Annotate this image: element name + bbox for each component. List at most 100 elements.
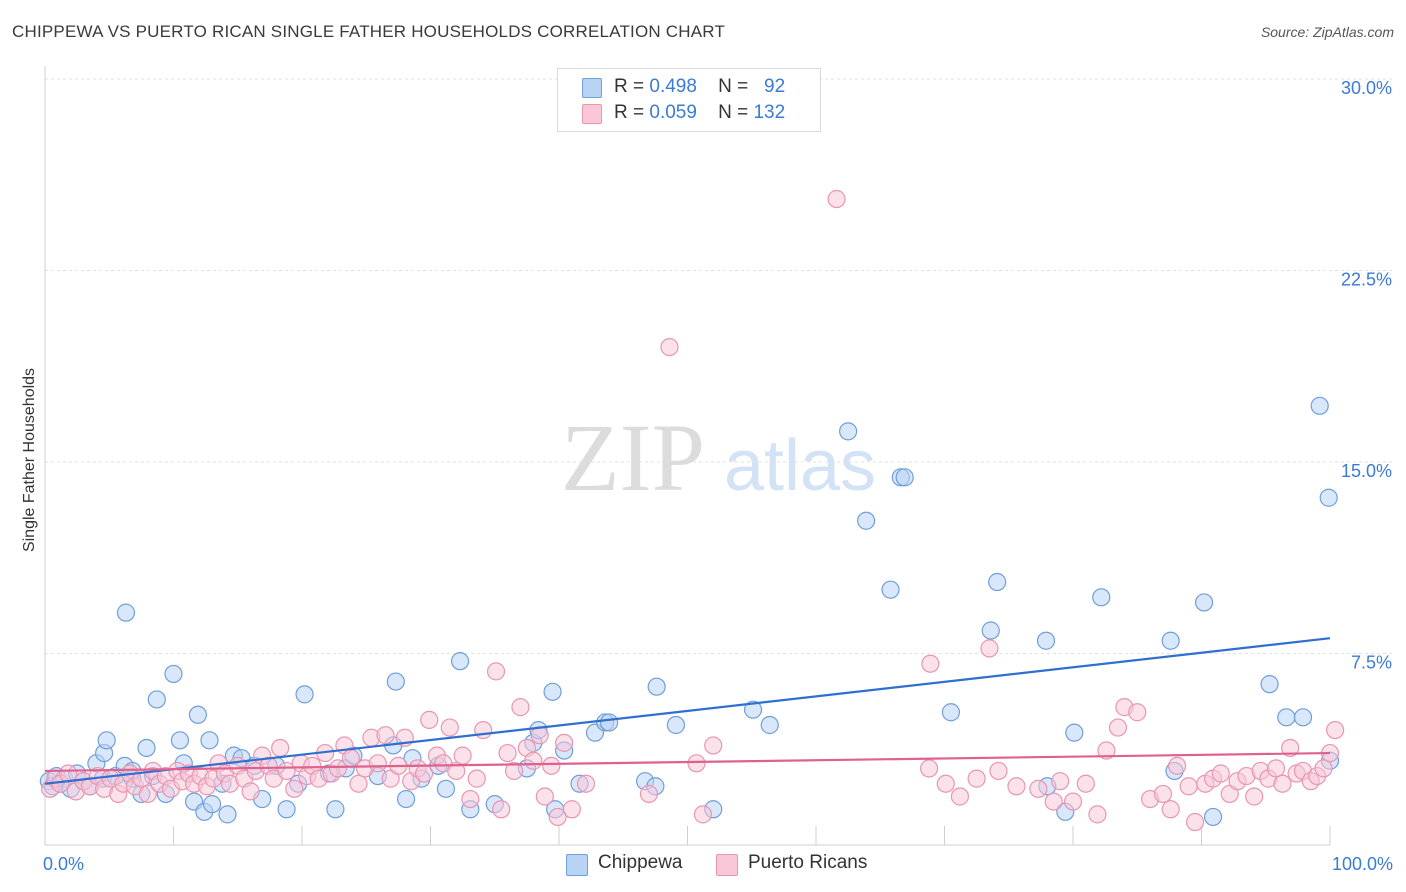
chippewa-point	[647, 677, 666, 696]
puerto-rican-point	[474, 720, 493, 740]
puerto-rican-point	[950, 787, 970, 806]
puerto-rican-point	[980, 639, 999, 658]
correlation-legend: R = 0.498 N = 92 R = 0.059 N = 132	[557, 68, 821, 132]
source-label: Source: ZipAtlas.com	[1260, 24, 1394, 40]
chippewa-point	[881, 580, 900, 599]
puerto-rican-point	[1161, 800, 1180, 819]
puerto-rican-point	[562, 800, 581, 819]
puerto-rican-point	[1044, 792, 1063, 811]
puerto-rican-point	[328, 759, 348, 778]
y-tick-label: 15.0%	[1341, 461, 1392, 481]
chippewa-point	[1065, 723, 1084, 742]
puerto-rican-point	[1281, 738, 1300, 758]
legend-n-label: N =	[718, 76, 749, 97]
legend-r-label: R =	[614, 102, 645, 123]
chippewa-point	[760, 715, 779, 735]
puerto-rican-point	[555, 733, 574, 752]
chippewa-point	[450, 652, 470, 671]
chippewa-point	[200, 731, 219, 750]
legend-swatch-chippewa	[582, 78, 602, 98]
series-name-chippewa: Chippewa	[598, 852, 683, 873]
puerto-rican-point	[341, 749, 360, 768]
puerto-rican-point	[936, 774, 955, 793]
axes	[44, 66, 1331, 846]
chippewa-point	[164, 664, 183, 684]
puerto-rican-point	[660, 338, 679, 357]
puerto-rican-point	[511, 698, 530, 717]
chippewa-point	[295, 685, 314, 704]
chippewa-point	[202, 795, 222, 814]
legend-r-label: R =	[614, 76, 645, 97]
chippewa-point	[97, 731, 116, 750]
chippewa-point	[543, 682, 562, 701]
puerto-rican-point	[1097, 741, 1116, 760]
puerto-rican-point	[467, 769, 486, 788]
chippewa-point	[839, 422, 858, 441]
puerto-rican-point	[1326, 720, 1345, 740]
legend-swatch-puerto-ricans	[582, 104, 602, 124]
chippewa-point	[277, 800, 296, 819]
chart-title: CHIPPEWA VS PUERTO RICAN SINGLE FATHER H…	[12, 22, 726, 41]
puerto-rican-point	[1266, 759, 1286, 778]
watermark-zip: ZIP	[561, 404, 705, 511]
puerto-rican-point	[1245, 787, 1264, 806]
puerto-rican-point	[461, 789, 480, 809]
chippewa-point	[1092, 588, 1111, 607]
puerto-rican-point	[285, 779, 304, 798]
chippewa-point	[1293, 708, 1313, 727]
chippewa-point	[137, 738, 156, 758]
puerto-rican-point	[349, 774, 368, 793]
puerto-rican-point	[440, 718, 459, 737]
chippewa-point	[218, 805, 237, 824]
puerto-rican-point	[368, 754, 387, 773]
series-name-puerto-ricans: Puerto Ricans	[748, 852, 868, 873]
puerto-rican-point	[241, 782, 260, 801]
puerto-rican-trend-line	[44, 751, 1331, 773]
chippewa-point	[436, 779, 456, 798]
puerto-rican-point	[453, 746, 472, 765]
y-tick-label: 30.0%	[1341, 78, 1392, 98]
chippewa-point	[147, 690, 166, 709]
puerto-rican-point	[524, 751, 543, 770]
chippewa-point	[895, 468, 914, 487]
puerto-rican-point	[693, 805, 713, 824]
chippewa-point	[1161, 631, 1180, 650]
puerto-rican-point	[1108, 718, 1128, 737]
chippewa-point	[857, 511, 876, 530]
chippewa-trend-line	[44, 637, 1331, 785]
puerto-rican-points	[41, 189, 1345, 832]
chippewa-point	[988, 572, 1007, 592]
puerto-rican-point	[1185, 812, 1205, 832]
puerto-rican-point	[414, 764, 434, 783]
puerto-rican-point	[1167, 756, 1187, 775]
chippewa-point	[326, 800, 345, 819]
series-swatch-puerto-ricans	[716, 854, 738, 876]
puerto-rican-point	[447, 761, 466, 781]
chippewa-point	[1319, 488, 1338, 507]
puerto-rican-point	[1128, 703, 1147, 722]
puerto-rican-point	[827, 189, 846, 209]
y-tick-label: 7.5%	[1351, 653, 1392, 673]
puerto-rican-point	[1063, 792, 1083, 811]
puerto-rican-point	[1314, 759, 1333, 778]
puerto-rican-point	[535, 787, 554, 806]
puerto-rican-point	[1273, 774, 1292, 793]
tick-labels: 7.5% 15.0% 22.5% 30.0% 0.0% 100.0%	[43, 78, 1393, 874]
chippewa-point	[743, 700, 763, 719]
puerto-rican-point	[376, 726, 395, 745]
legend-n-label: N =	[718, 102, 749, 123]
x-tick-label: 0.0%	[43, 854, 84, 874]
puerto-rican-point	[1007, 777, 1026, 796]
chippewa-point	[600, 713, 619, 732]
chippewa-point	[170, 731, 190, 750]
series-swatch-chippewa	[566, 854, 588, 876]
puerto-rican-point	[704, 736, 723, 755]
puerto-rican-point	[498, 743, 517, 763]
chippewa-point	[666, 715, 686, 735]
x-tick-label: 100.0%	[1332, 854, 1393, 874]
legend-n-value: 92	[764, 76, 786, 97]
y-tick-label: 22.5%	[1341, 270, 1392, 290]
legend-r-value: 0.059	[649, 102, 697, 123]
chippewa-point	[1310, 396, 1329, 415]
